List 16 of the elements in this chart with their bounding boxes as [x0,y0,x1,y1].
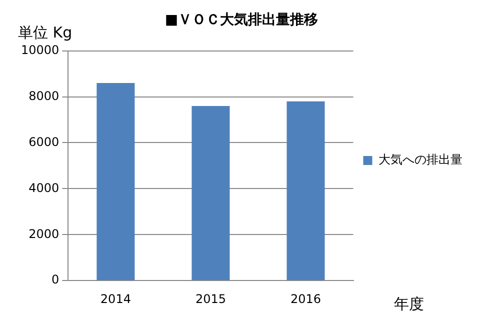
x-tick-label: 2016 [290,292,322,306]
legend-label: 大気への排出量 [378,152,462,167]
x-tick-label: 2015 [195,292,226,306]
y-tick-label: 4000 [28,180,60,195]
y-axis-title: 単位 Kg [18,23,72,42]
bar [286,101,325,280]
y-tick-label: 2000 [28,226,60,241]
y-tick-label: 6000 [28,134,60,149]
bar [192,106,230,280]
y-tick-label: 0 [52,272,60,287]
y-tick-label: 10000 [20,42,60,57]
x-axis-title: 年度 [394,294,424,313]
bar [96,82,135,280]
y-tick-label: 8000 [28,88,60,103]
x-tick-label: 2014 [100,292,131,306]
chart-title: ■ＶＯＣ大気排出量推移 [164,12,318,28]
